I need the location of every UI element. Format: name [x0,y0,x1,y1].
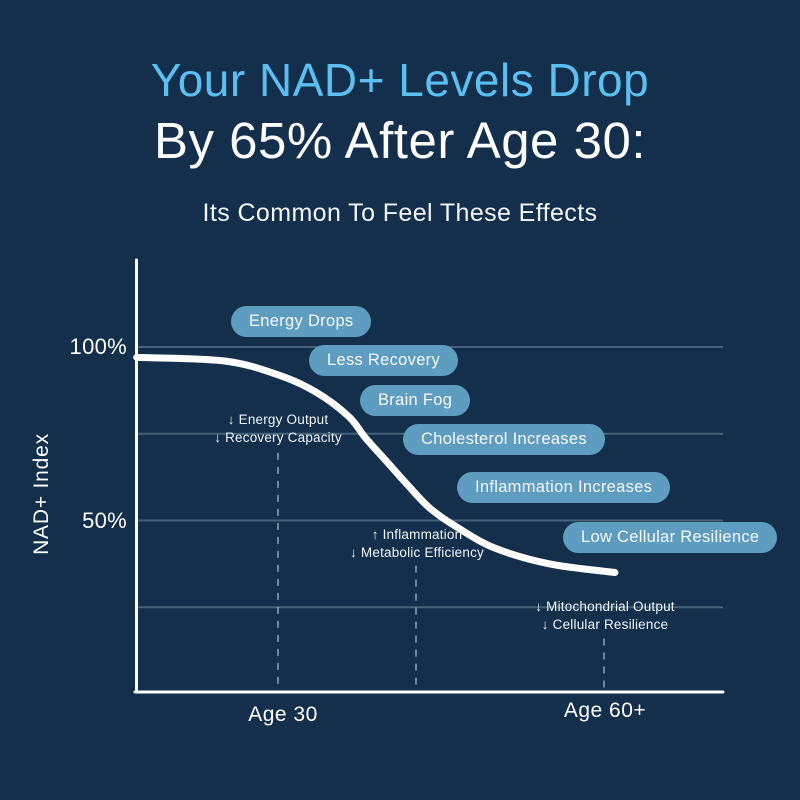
pill-low-cellular-resilience: Low Cellular Resilience [563,522,778,553]
pill-energy-drops: Energy Drops [231,306,372,337]
headline-subtitle: Its Common To Feel These Effects [202,199,598,227]
nad-decline-curve [133,353,619,576]
note-line: ↑ Inflammation [371,527,463,542]
pill-brain-fog: Brain Fog [360,385,471,416]
x-tick-age-60: Age 60+ [563,699,647,722]
note-age-30: ↓ Energy Output ↓ Recovery Capacity [168,411,388,446]
note-line: ↓ Energy Output [227,412,329,427]
y-axis-title: NAD+ Index [30,433,53,555]
y-tick-100: 100% [69,334,127,359]
grid-layer [138,346,723,690]
note-line: ↓ Recovery Capacity [214,429,342,445]
pill-inflammation-increases: Inflammation Increases [457,472,671,503]
note-line: ↓ Mitochondrial Output [535,599,675,614]
note-line: ↓ Metabolic Efficiency [350,544,484,560]
note-age-60: ↓ Mitochondrial Output ↓ Cellular Resili… [495,598,715,633]
note-line: ↓ Cellular Resilience [541,616,669,632]
pill-less-recovery: Less Recovery [309,345,459,376]
pill-cholesterol-increases: Cholesterol Increases [403,424,605,455]
note-midlife: ↑ Inflammation ↓ Metabolic Efficiency [307,526,527,561]
x-tick-age-30: Age 30 [248,703,318,726]
headline-main: By 65% After Age 30: [154,112,646,169]
y-tick-50: 50% [82,508,127,533]
headline-accent: Your NAD+ Levels Drop [150,54,650,106]
